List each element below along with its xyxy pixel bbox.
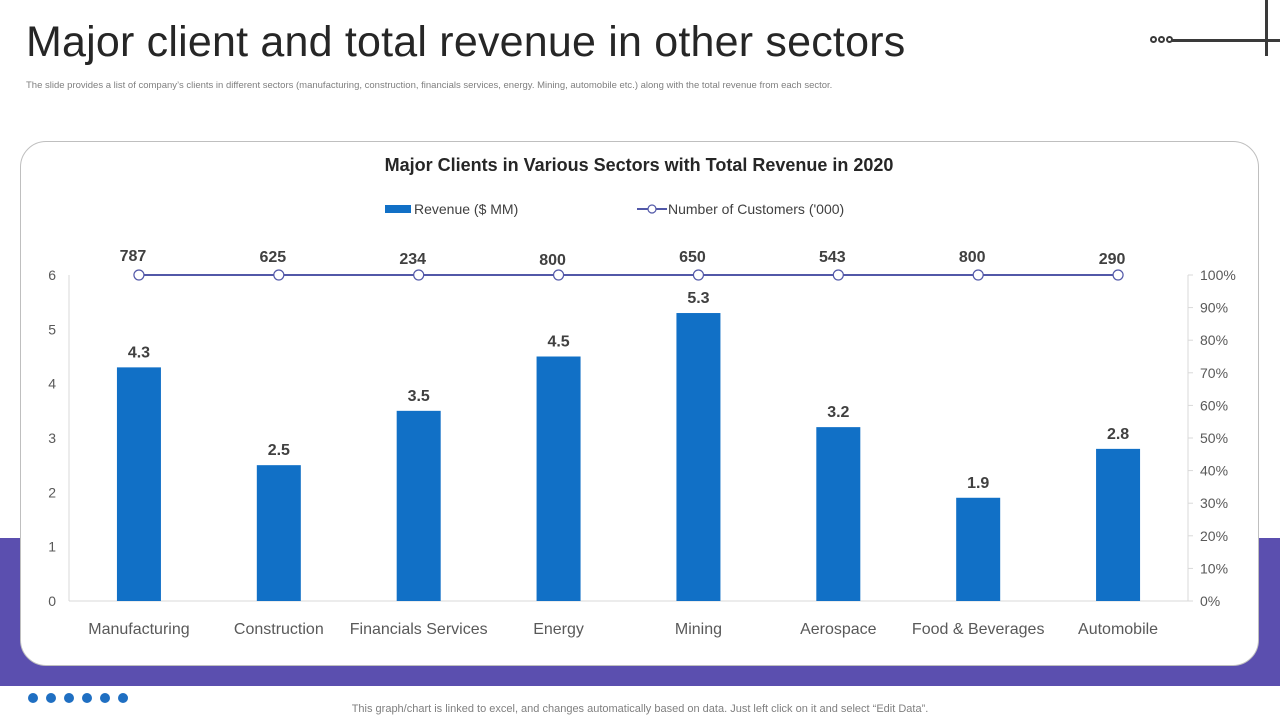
x-category-label: Automobile [1078,621,1158,638]
y2-tick-label: 70% [1200,365,1228,381]
footer-dot [100,693,110,703]
y2-tick-label: 50% [1200,430,1228,446]
customers-point [552,269,565,281]
customers-data-label: 543 [819,249,846,266]
customers-point [133,269,145,281]
footer-dot [64,693,74,703]
bar [676,313,721,601]
x-category-label: Mining [675,621,722,638]
legend-label-revenue: Revenue ($ MM) [414,201,518,217]
bar [1096,448,1141,601]
decorative-line-vertical [1265,0,1268,56]
slide-subtitle: The slide provides a list of company’s c… [26,80,833,91]
footer-note: This graph/chart is linked to excel, and… [351,703,929,715]
y-tick-label: 3 [48,430,56,446]
customers-data-label: 650 [679,249,706,266]
bar-data-label: 3.2 [827,404,849,421]
bar [396,410,441,601]
customers-point [273,269,285,281]
bar-data-label: 4.5 [547,334,569,351]
y2-tick-label: 90% [1200,300,1228,316]
y2-tick-label: 100% [1200,267,1236,283]
y2-tick-label: 40% [1200,463,1228,479]
x-category-label: Manufacturing [88,621,189,638]
bar-data-label: 5.3 [687,290,709,307]
y2-tick-label: 10% [1200,560,1228,576]
y2-tick-label: 0% [1200,593,1220,609]
bar [956,497,1001,601]
y2-tick-label: 30% [1200,495,1228,511]
x-category-label: Construction [234,621,324,638]
bar [116,367,161,601]
decorative-dots-icon [1150,36,1173,43]
decorative-line-horizontal [1172,39,1280,42]
chart-title: Major Clients in Various Sectors with To… [385,155,894,175]
footer-dot [28,693,38,703]
legend-bar-swatch [385,205,411,213]
y-tick-label: 2 [48,484,56,500]
legend-label-customers: Number of Customers ('000) [668,201,844,217]
y-tick-label: 6 [48,267,56,283]
customers-point [413,269,425,281]
y2-tick-label: 80% [1200,332,1228,348]
chart-svg[interactable]: Major Clients in Various Sectors with To… [21,142,1258,665]
y2-tick-label: 20% [1200,528,1228,544]
footer-dot [46,693,56,703]
customers-data-label: 800 [539,252,566,269]
y-tick-label: 5 [48,321,56,337]
bar-data-label: 4.3 [128,344,150,361]
bar-data-label: 1.9 [967,475,989,492]
legend-line-marker [647,204,657,214]
bar-data-label: 2.8 [1107,426,1129,443]
customers-point [832,269,844,281]
footer-dot [82,693,92,703]
customers-data-label: 234 [399,251,426,268]
y2-tick-label: 60% [1200,397,1228,413]
customers-data-label: 290 [1099,251,1126,268]
y-tick-label: 4 [48,376,56,392]
chart-card: Major Clients in Various Sectors with To… [20,141,1259,666]
slide-title: Major client and total revenue in other … [26,18,906,66]
customers-point [1112,269,1124,281]
x-category-label: Financials Services [350,621,488,638]
customers-data-label: 625 [259,249,286,266]
customers-point [692,269,705,281]
bar [816,427,861,601]
footer-dots [28,693,128,703]
x-category-label: Aerospace [800,621,877,638]
x-category-label: Energy [533,621,584,638]
bar [536,356,581,601]
y-tick-label: 1 [48,539,56,555]
bar [256,465,301,601]
x-category-label: Food & Beverages [912,621,1045,638]
customers-data-label: 800 [959,249,986,266]
bar-data-label: 3.5 [408,388,430,405]
footer-dot [118,693,128,703]
customers-point [972,269,984,281]
customers-data-label: 787 [120,248,147,265]
y-tick-label: 0 [48,593,56,609]
bar-data-label: 2.5 [268,442,290,459]
